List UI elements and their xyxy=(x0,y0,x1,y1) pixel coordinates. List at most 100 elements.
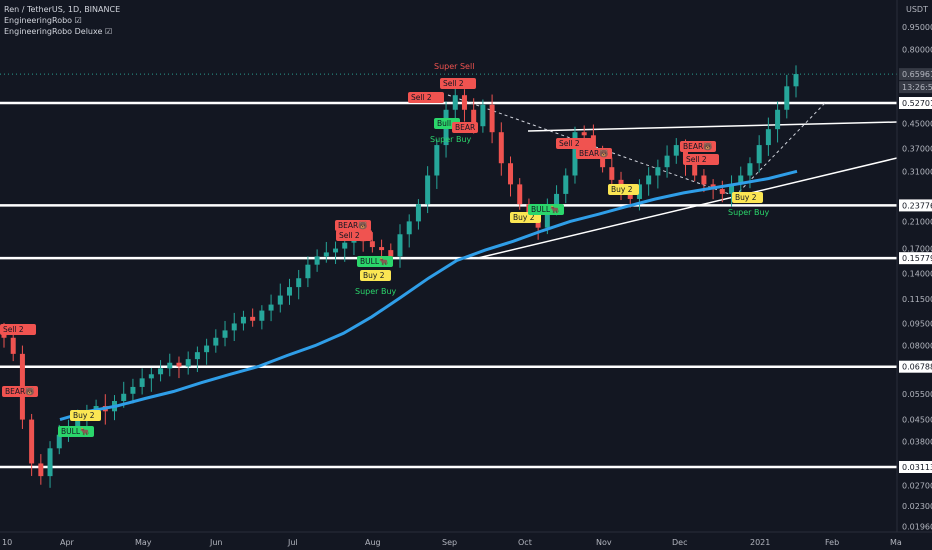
candle-body xyxy=(480,104,486,127)
price-level-tag-bg xyxy=(899,68,932,81)
time-tick-label: Apr xyxy=(60,538,75,547)
candle-body xyxy=(231,323,237,331)
candle-body xyxy=(38,463,44,477)
candle-body xyxy=(259,310,265,321)
time-tick-label: Feb xyxy=(825,538,839,547)
price-tick-label: 0.37000 xyxy=(902,145,932,154)
price-tick-label: 0.23776 xyxy=(902,201,932,210)
price-tick-label: 0.05500 xyxy=(902,390,932,399)
candle-body xyxy=(664,155,670,168)
candle-body xyxy=(544,209,550,228)
price-level-tag-bg xyxy=(899,461,932,473)
moving-average-line xyxy=(59,169,798,422)
signal-label-bg xyxy=(683,154,719,165)
signal-label-bg xyxy=(528,204,564,215)
candle-body xyxy=(10,337,16,354)
signal-text: Super Buy xyxy=(355,287,397,296)
signal-label: BULL🐂 xyxy=(531,205,559,214)
candle-body xyxy=(646,175,652,185)
signal-label-bg xyxy=(0,324,36,335)
candle-body xyxy=(323,252,329,257)
price-level-tag-bg xyxy=(899,97,932,109)
signal-label: Sell 2 xyxy=(3,325,24,334)
candle-body xyxy=(508,163,514,185)
candle-body xyxy=(554,193,560,210)
candle-body xyxy=(47,448,53,477)
symbol-title[interactable]: Ren / TetherUS, 1D, BINANCE xyxy=(4,5,121,14)
candle-body xyxy=(369,241,375,248)
candle-body xyxy=(461,95,467,110)
candle-body xyxy=(296,278,302,288)
candle-body xyxy=(158,368,164,375)
time-tick-label: Sep xyxy=(442,538,457,547)
signal-text: Super Buy xyxy=(728,208,770,217)
candle-body xyxy=(185,359,191,367)
time-tick-label: 2021 xyxy=(750,538,770,547)
candle-body xyxy=(729,184,735,194)
signal-label-bg xyxy=(58,426,94,437)
price-tick-label: 0.17000 xyxy=(902,245,932,254)
chart-header: Ren / TetherUS, 1D, BINANCE EngineeringR… xyxy=(4,4,120,37)
candle-body xyxy=(29,419,35,464)
candle-body xyxy=(130,386,136,394)
countdown-tag-bg xyxy=(899,81,932,94)
signal-label: BEAR xyxy=(455,123,475,132)
signal-label: Buy 2 xyxy=(73,411,95,420)
candle-body xyxy=(793,74,799,87)
candle-body xyxy=(756,145,762,164)
price-tick-label: 0.14000 xyxy=(902,270,932,279)
signal-text: Super Buy xyxy=(430,135,472,144)
signal-label-bg xyxy=(732,192,763,203)
price-tick-label: 0.95000 xyxy=(902,23,932,32)
candle-body xyxy=(563,175,569,194)
candle-body xyxy=(775,109,781,130)
price-tick-label: 0.08000 xyxy=(902,342,932,351)
candle-body xyxy=(194,352,200,360)
rising-trendline[interactable] xyxy=(477,157,898,259)
candle-body xyxy=(581,132,587,136)
candle-body xyxy=(213,337,219,346)
signal-label: Bull xyxy=(437,119,451,128)
candle-body xyxy=(590,135,596,153)
candle-body xyxy=(765,129,771,146)
signal-label: Sell 2 xyxy=(443,79,464,88)
candle-body xyxy=(425,175,431,205)
candle-body xyxy=(176,362,182,367)
signal-label-bg xyxy=(452,122,478,133)
candle-body xyxy=(627,193,633,199)
resistance-trendline[interactable] xyxy=(527,121,898,132)
price-tick-label: 0.02700 xyxy=(902,481,932,490)
price-level-tag-bg xyxy=(899,360,932,373)
time-axis[interactable]: 10 Apr May Jun Jul Aug Sep Oct Nov Dec 2021 Feb Ma xyxy=(2,538,902,547)
price-tick-label: 0.65961 xyxy=(902,70,932,79)
candle-body xyxy=(388,250,394,257)
signal-label-bg xyxy=(408,92,444,103)
candle-body xyxy=(167,362,173,369)
signal-label: Sell 2 xyxy=(559,139,580,148)
signal-label: Sell 2 xyxy=(686,155,707,164)
price-axis[interactable]: 0.95000 0.80000 0.65961 0.52701 0.45000 0.370… xyxy=(899,5,932,532)
price-tick-label: 0.03800 xyxy=(902,437,932,446)
candle-body xyxy=(75,419,81,429)
indicator-engineeringrobo[interactable]: EngineeringRobo ☑ xyxy=(4,16,82,25)
signal-label-bg xyxy=(576,148,612,159)
candle-body xyxy=(636,184,642,199)
price-level-tag-bg xyxy=(899,252,932,265)
horizontal-levels[interactable] xyxy=(0,101,897,469)
price-tick-label: 0.04500 xyxy=(902,416,932,425)
price-tick-label: 0.15779 xyxy=(902,254,932,263)
countdown-label: 13:26:53 xyxy=(902,83,932,92)
candle-body xyxy=(204,345,210,353)
signal-label: Buy 2 xyxy=(735,193,757,202)
time-tick-label: Aug xyxy=(365,538,381,547)
indicator-engineeringrobo-deluxe[interactable]: EngineeringRobo Deluxe ☑ xyxy=(4,27,113,36)
candle-body xyxy=(286,287,292,296)
candle-body xyxy=(379,247,385,251)
candle-body xyxy=(452,95,458,110)
price-tick-label: 0.11500 xyxy=(902,295,932,304)
time-tick-label: Jun xyxy=(209,538,223,547)
candle-body xyxy=(572,132,578,176)
time-tick-label: Jul xyxy=(287,538,298,547)
candle-body xyxy=(517,184,523,205)
